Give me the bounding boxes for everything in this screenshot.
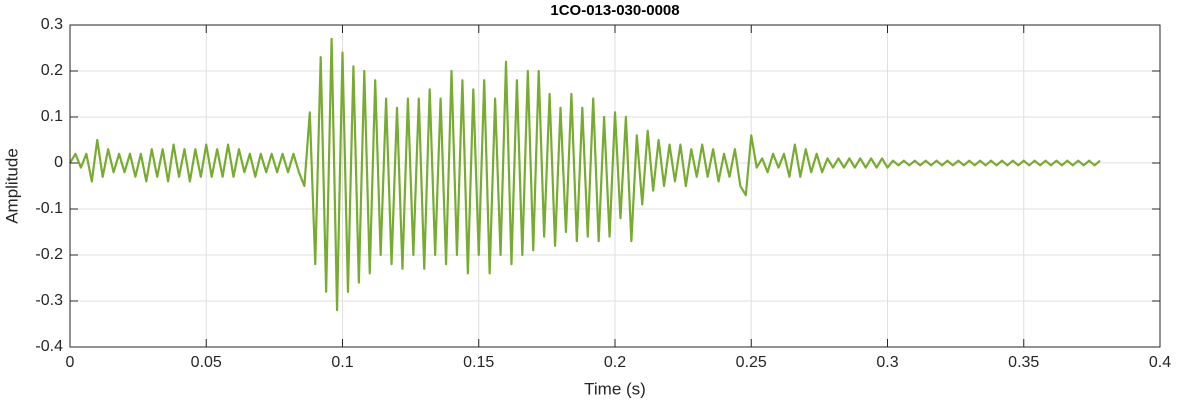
y-tick-label: 0.1	[41, 108, 63, 125]
x-axis-label: Time (s)	[584, 379, 646, 398]
waveform-line	[69, 37, 1101, 312]
y-tick-label: -0.1	[35, 200, 63, 217]
y-tick-label: 0.2	[41, 62, 63, 79]
y-tick-label: 0.3	[41, 16, 63, 33]
x-tick-label: 0.3	[876, 354, 898, 371]
x-tick-label: 0.25	[736, 354, 767, 371]
chart-title: 1CO-013-030-0008	[550, 2, 679, 19]
x-tick-label: 0.1	[331, 354, 353, 371]
x-tick-label: 0.4	[1149, 354, 1171, 371]
x-tick-label: 0.2	[604, 354, 626, 371]
y-tick-label: 0	[54, 154, 63, 171]
x-tick-label: 0.35	[1008, 354, 1039, 371]
y-tick-label: -0.4	[35, 338, 63, 355]
x-tick-label: 0.05	[191, 354, 222, 371]
y-tick-label: -0.2	[35, 246, 63, 263]
y-axis-label: Amplitude	[2, 148, 21, 224]
x-tick-label: 0.15	[463, 354, 494, 371]
x-tick-label: 0	[66, 354, 75, 371]
y-tick-label: -0.3	[35, 292, 63, 309]
